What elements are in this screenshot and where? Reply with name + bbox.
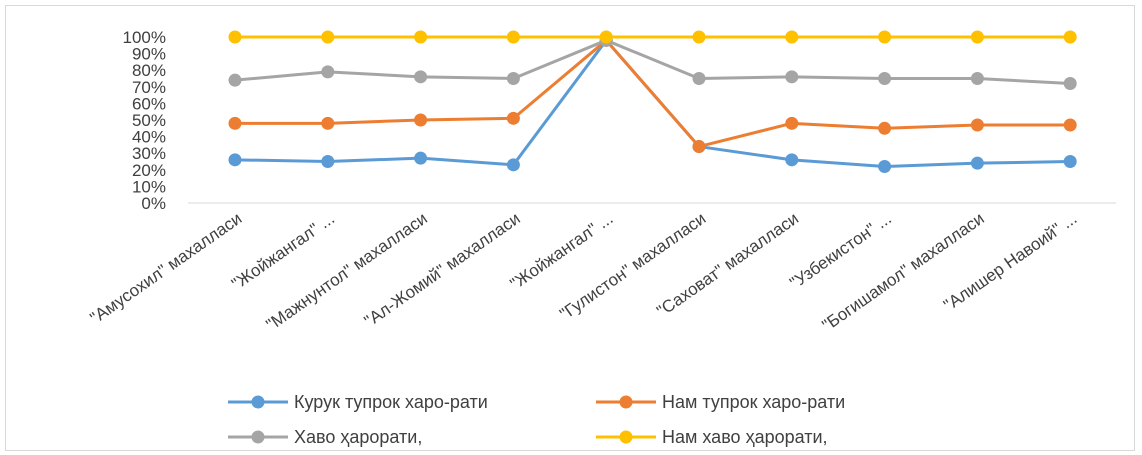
y-tick-label: 40% [132, 128, 166, 147]
data-point [414, 113, 428, 127]
y-tick-label: 30% [132, 144, 166, 163]
data-point [692, 140, 706, 154]
legend-item: Курук тупрок харо-рати [228, 392, 488, 412]
data-point [506, 111, 520, 125]
data-point [785, 153, 799, 167]
data-point [970, 30, 984, 44]
data-point [878, 72, 892, 85]
y-tick-label: 100% [123, 28, 166, 47]
data-point [414, 151, 428, 165]
data-point [1063, 76, 1077, 90]
legend-label: Нам тупрок харо-рати [662, 392, 845, 412]
y-tick-label: 10% [132, 177, 166, 196]
data-point [785, 30, 799, 44]
data-point [878, 30, 892, 44]
y-tick-label: 90% [132, 45, 166, 64]
data-point [785, 116, 799, 130]
y-tick-label: 60% [132, 94, 166, 113]
legend-marker [251, 430, 265, 444]
data-point [970, 156, 984, 170]
legend-marker [251, 395, 265, 409]
x-axis: "Амусохил" махалласи"Жойжангал" ..."Мажн… [87, 209, 1081, 335]
x-tick-label: "Мажнунтол" махалласи [263, 209, 431, 335]
data-point [1063, 30, 1077, 44]
data-point [1063, 118, 1077, 132]
y-tick-label: 0% [141, 194, 166, 213]
legend-marker [619, 430, 633, 444]
data-point [878, 121, 892, 135]
legend-label: Хаво ҳарорати, [294, 427, 422, 447]
data-point [506, 30, 520, 44]
data-point [321, 155, 335, 168]
y-axis: 0%10%20%30%40%50%60%70%80%90%100% [123, 28, 166, 213]
data-point [506, 158, 520, 172]
legend-marker [619, 395, 633, 409]
data-point [228, 116, 242, 130]
series-group [228, 33, 1077, 173]
legend-item: Хаво ҳарорати, [228, 427, 422, 447]
data-point [321, 116, 335, 130]
x-tick-label: "Амусохил" махалласи [87, 209, 246, 328]
data-point [599, 30, 613, 44]
legend-item: Нам хаво ҳарорати, [596, 427, 828, 447]
data-point [1063, 155, 1077, 168]
legend: Курук тупрок харо-рати Нам тупрок харо-ра… [228, 392, 845, 447]
data-point [321, 65, 335, 79]
data-point [321, 30, 335, 44]
y-tick-label: 50% [132, 111, 166, 130]
legend-label: Курук тупрок харо-рати [294, 392, 488, 412]
data-point [692, 72, 706, 85]
data-point [970, 118, 984, 132]
data-point [878, 159, 892, 173]
series-line [234, 38, 1071, 85]
x-tick-label: "Ал-Жомий" махалласи [361, 209, 524, 331]
series-line [235, 38, 1071, 149]
series-layer [228, 30, 1077, 173]
data-point [506, 72, 520, 85]
data-point [970, 72, 984, 85]
data-point [414, 30, 428, 44]
legend-label: Нам хаво ҳарорати, [662, 427, 828, 447]
data-point [228, 73, 242, 87]
legend-item: Нам тупрок харо-рати [596, 392, 845, 412]
x-tick-label: "Богишамол" махалласи [819, 209, 988, 335]
data-point [228, 153, 242, 167]
data-point [414, 70, 428, 84]
series-group [228, 30, 1077, 44]
y-tick-label: 70% [132, 78, 166, 97]
x-tick-label: "Гулистон" махалласи [556, 209, 709, 324]
data-point [228, 30, 242, 44]
data-point [692, 30, 706, 44]
y-tick-label: 20% [132, 161, 166, 180]
series-group [228, 33, 1077, 154]
series-group [228, 33, 1077, 90]
y-tick-label: 80% [132, 61, 166, 80]
data-point [785, 70, 799, 84]
